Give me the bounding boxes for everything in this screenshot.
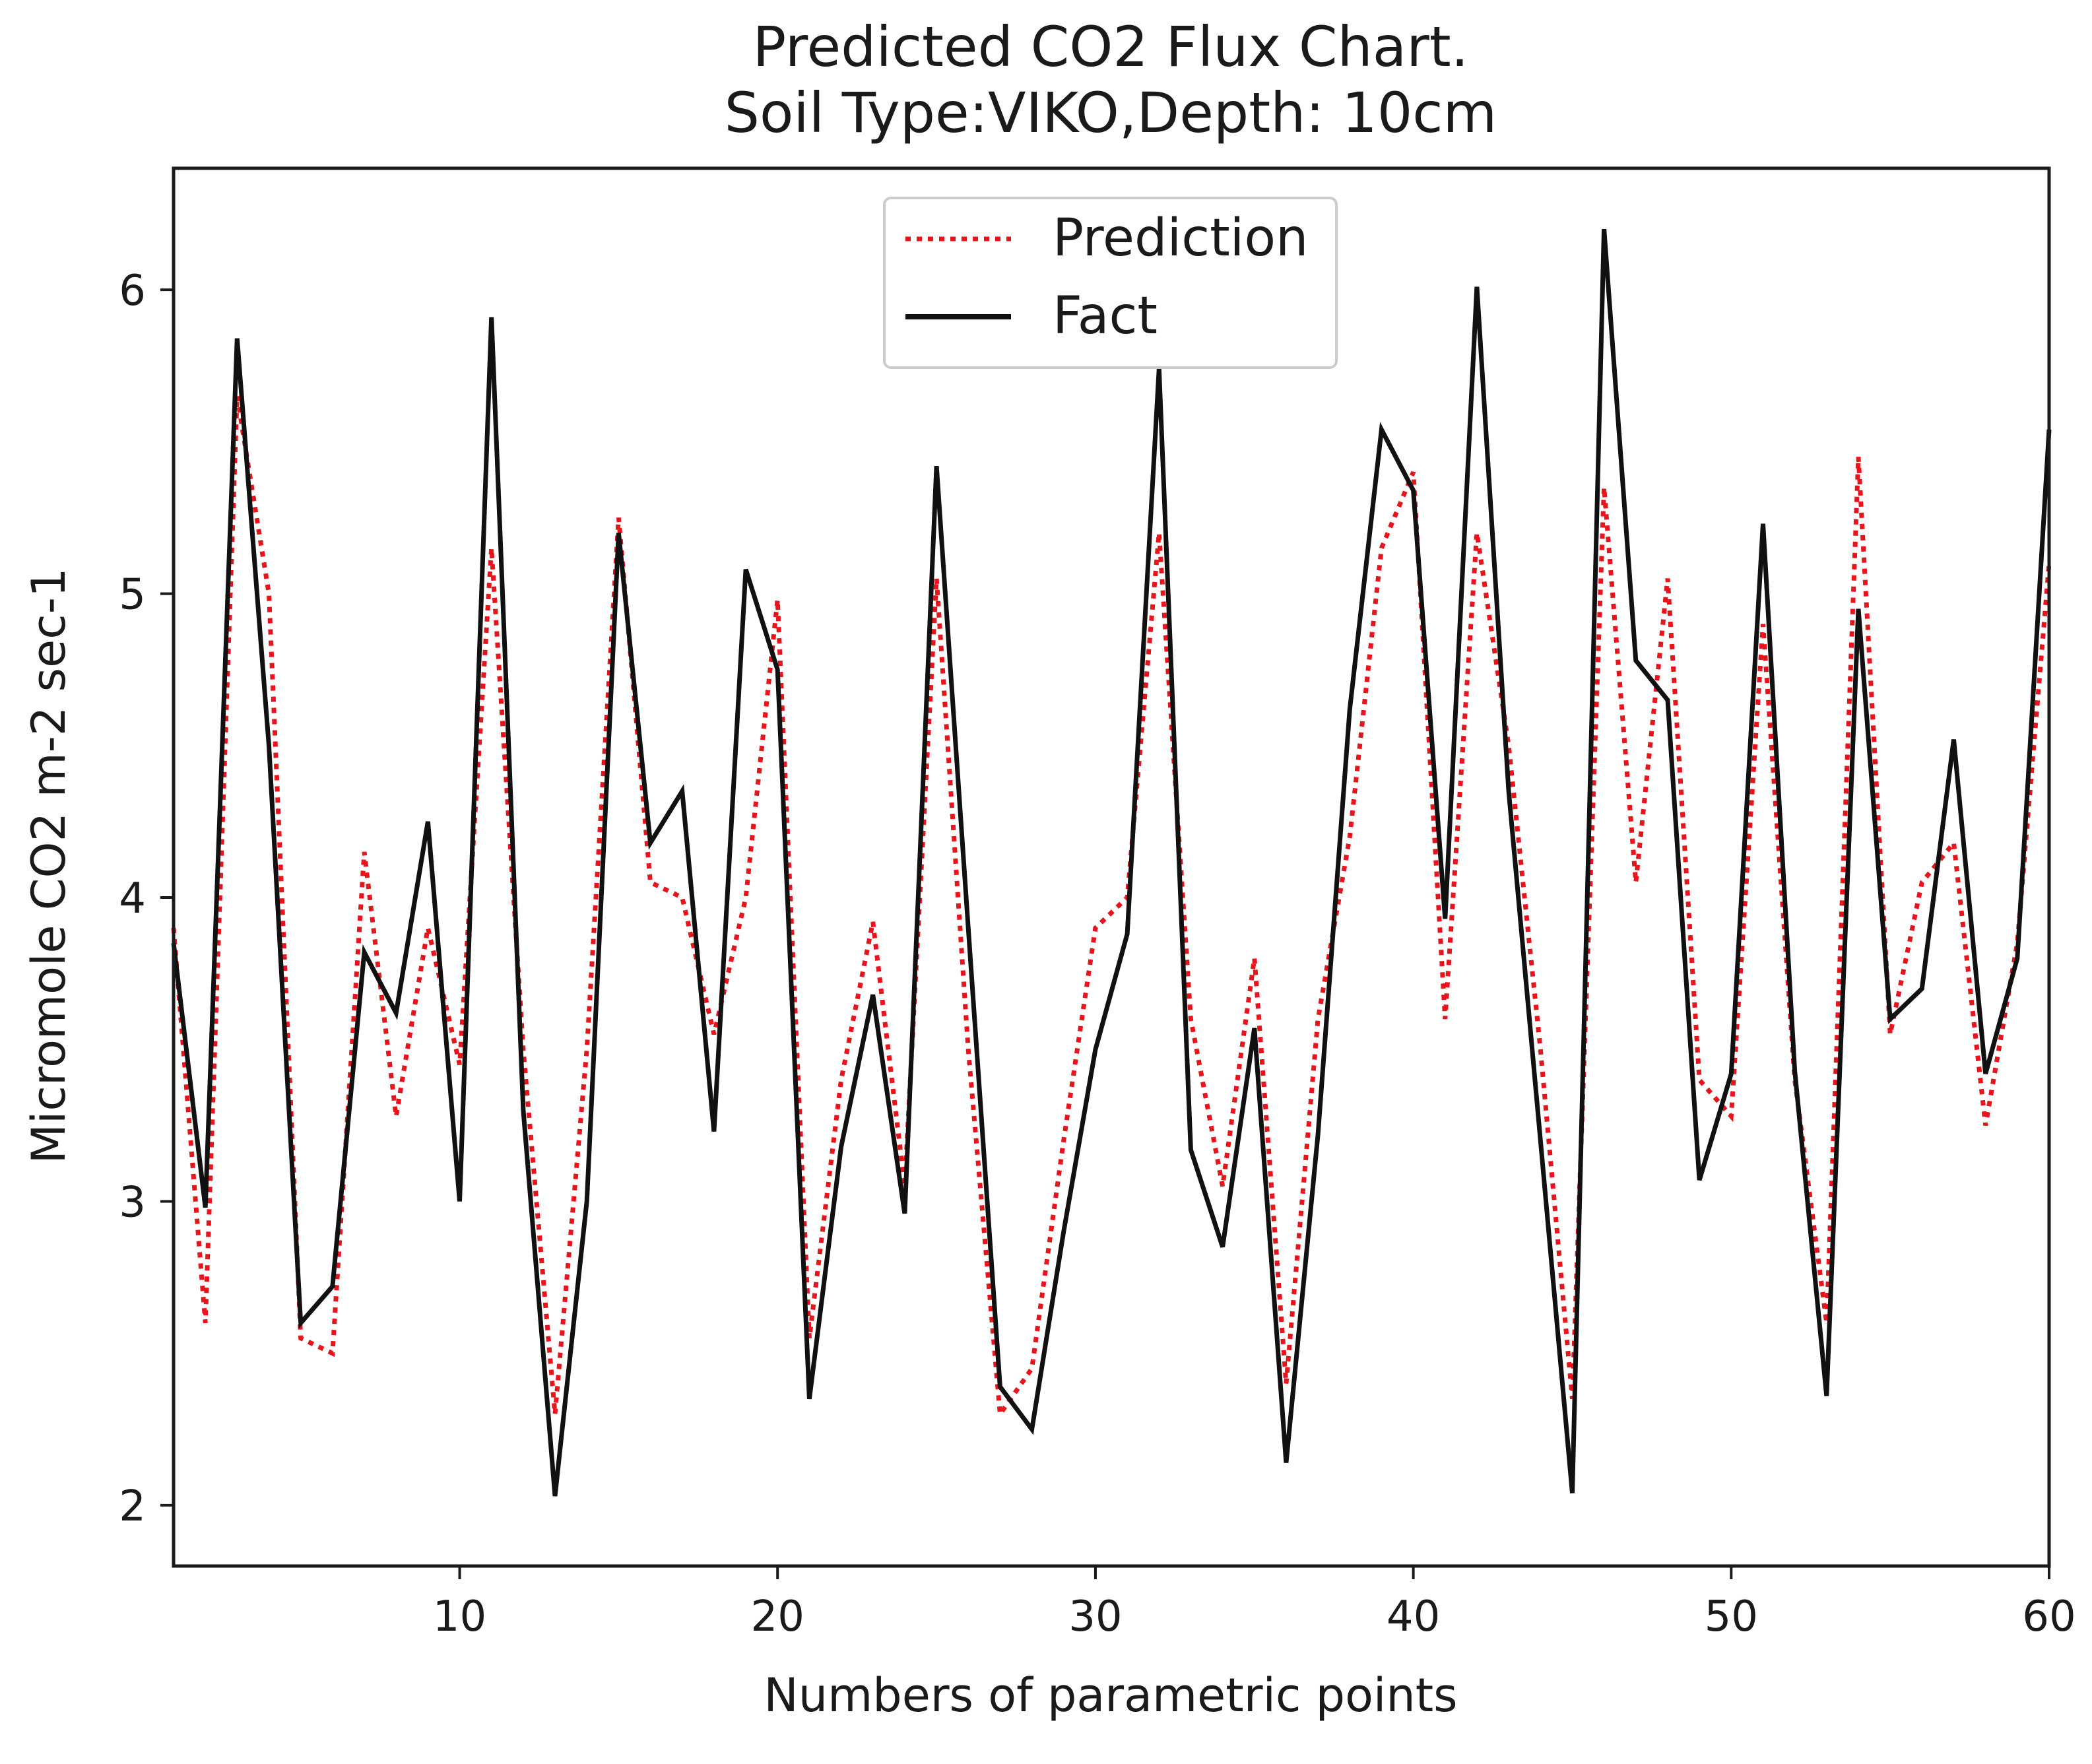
plot-frame: [172, 166, 2051, 1568]
x-axis: 10 20 30 40 50 60: [433, 1566, 2076, 1641]
x-tick-label: 50: [1705, 1592, 1758, 1641]
y-tick-label: 3: [119, 1178, 146, 1227]
x-tick-label: 30: [1068, 1592, 1122, 1641]
series-line-prediction: [171, 395, 2052, 1421]
y-tick-label: 5: [119, 571, 146, 620]
legend-label-prediction: Prediction: [1053, 209, 1309, 268]
y-axis-label: Micromole CO2 m-2 sec-1: [22, 568, 76, 1164]
x-axis-label: Numbers of parametric points: [764, 1668, 1457, 1722]
chart-title: Predicted CO2 Flux Chart.: [753, 15, 1469, 79]
chart-subtitle: Soil Type:VIKO,Depth: 10cm: [725, 81, 1497, 145]
x-tick-label: 60: [2022, 1592, 2076, 1641]
legend: Prediction Fact: [883, 197, 1338, 369]
x-tick-label: 10: [433, 1592, 486, 1641]
y-tick-label: 2: [119, 1482, 146, 1531]
series-line-fact: [171, 228, 2052, 1497]
y-axis: 2 3 4 5 6: [119, 267, 174, 1531]
legend-label-fact: Fact: [1053, 286, 1158, 346]
x-tick-label: 20: [751, 1592, 804, 1641]
plot-area: [171, 228, 2052, 1497]
x-tick-label: 40: [1387, 1592, 1440, 1641]
y-tick-label: 6: [119, 267, 146, 315]
y-tick-label: 4: [119, 874, 146, 923]
